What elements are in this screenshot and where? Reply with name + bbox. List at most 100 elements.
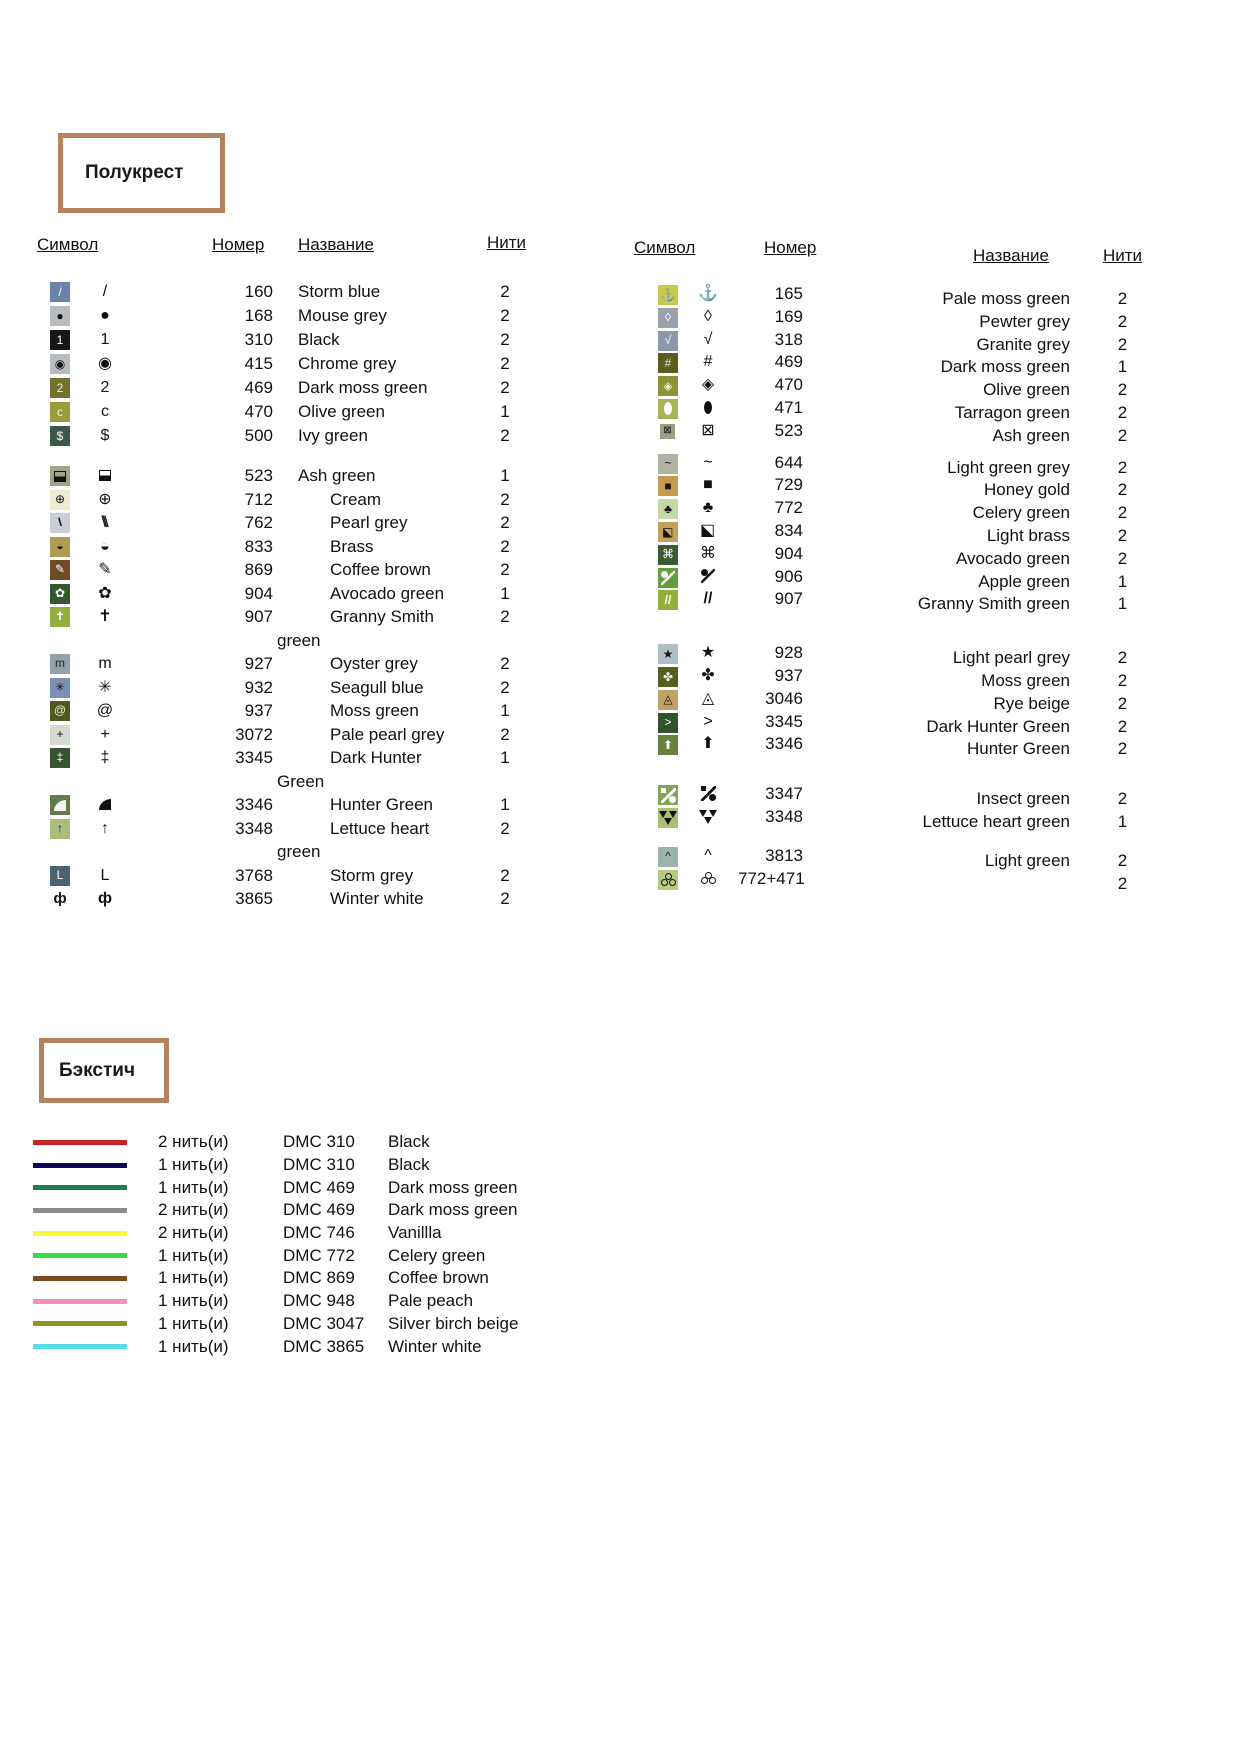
threads-value: 2 [1117, 648, 1128, 668]
command-icon: ⌘ [662, 547, 674, 562]
symbol-cell: ✿ [70, 582, 140, 606]
floss-number: 834 [774, 520, 803, 540]
vertical-ellipse-icon [664, 402, 672, 416]
backstitch-code: DMC 772 [283, 1245, 355, 1265]
floss-name: Cream [330, 489, 382, 509]
backstitch-name: Dark moss green [388, 1200, 518, 1220]
legend-row: ✤ ✤ 937 Moss green 2 [658, 665, 1175, 690]
floss-name-cell: Winter white [273, 887, 475, 911]
floss-name: Lettuce heart [330, 818, 430, 838]
floss-name-cell: Pale moss green [803, 283, 1070, 308]
legend-row: ● ● 168 Mouse grey 2 [50, 304, 535, 328]
threads-value: 1 [1117, 357, 1128, 377]
backstitch-line-swatch [33, 1253, 127, 1259]
threads-cell: 2 [1070, 283, 1175, 308]
half-cross-right-table: ⚓ ⚓ 165 Pale moss green 2 ◊ ◊ 169 Pewter grey 2 √ √… [0, 283, 1175, 893]
vertical-ellipse-icon [704, 401, 712, 415]
floss-name-cell: Hunter Green [273, 793, 475, 817]
threads-value: 2 [1117, 402, 1128, 422]
threads-cell: 1 [1070, 588, 1175, 613]
floss-name: Ivy green [298, 426, 368, 445]
threads-value: 2 [500, 536, 510, 556]
threads-cell: 1 [475, 400, 535, 424]
symbol-cell: ■ [678, 474, 738, 497]
threads-value: 1 [1117, 811, 1128, 831]
backstitch-name: Pale peach [388, 1291, 474, 1311]
three-triangles-icon [699, 809, 717, 824]
legend-row: ♣ ♣ 772 Celery green 2 [658, 497, 1175, 522]
plus-icon: + [56, 726, 64, 741]
half-circle-icon: ◒ [100, 537, 110, 555]
symbol-cell: ⌘ [678, 543, 738, 566]
anchor-icon: ⚓ [660, 287, 676, 302]
backstitch-threads: 1 нить(и) [158, 1155, 229, 1175]
floss-number: 906 [774, 566, 803, 586]
symbol-cell: ✳ [70, 676, 140, 700]
floss-name-cell: Pearl grey [273, 511, 475, 535]
legend-row: ◉ ◉ 415 Chrome grey 2 [50, 352, 535, 376]
color-swatch: ■ [658, 476, 678, 497]
floss-number: 168 [244, 306, 273, 325]
floss-number: 644 [774, 452, 803, 472]
threads-value: 1 [500, 795, 510, 814]
dot-icon: ● [100, 307, 110, 324]
diamond-cross-icon: ◈ [701, 376, 715, 394]
symbol-cell: ● [70, 304, 140, 328]
threads-value: 2 [500, 818, 510, 838]
legend-row: ⊕ ⊕ 712 Cream 2 [50, 488, 535, 512]
threads-value: 2 [1117, 425, 1128, 445]
backstitch-line-swatch [33, 1230, 127, 1236]
cross-icon: ✝ [54, 609, 66, 624]
color-swatch: ◉ [50, 354, 70, 374]
floss-name: Pewter grey [979, 311, 1070, 331]
floss-name: Dark Hunter Green [926, 716, 1070, 736]
hash-icon: # [703, 353, 713, 371]
threads-cell: 2 [1070, 845, 1175, 870]
dot-icon: ● [56, 309, 64, 323]
threads-cell: 1 [475, 699, 535, 723]
legend-row: √ √ 318 Granite grey 2 [658, 329, 1175, 354]
backstitch-line-swatch [33, 1162, 127, 1168]
floss-number: 523 [774, 420, 803, 440]
backstitch-threads: 1 нить(и) [158, 1177, 229, 1197]
color-swatch [658, 398, 678, 419]
backstitch-row: 2 нить(и) DMC 469 Dark moss green [33, 1199, 708, 1222]
backstitch-threads: 1 нить(и) [158, 1291, 229, 1311]
threads-cell: 2 [1070, 452, 1175, 477]
legend-row: ~ ~644 Light green grey 2 [658, 452, 1175, 477]
left-header-number: Номер [212, 235, 265, 254]
legend-row: c c 470 Olive green 1 [50, 400, 535, 424]
floss-name: Chrome grey [298, 354, 397, 373]
legend-row: m m 927 Oyster grey 2 [50, 652, 535, 676]
threads-cell: 2 [1070, 520, 1175, 545]
floss-name: Dark Hunter [330, 748, 422, 767]
threads-cell: 2 [475, 723, 535, 747]
star-icon: ★ [700, 644, 716, 662]
floss-name: Light brass [986, 525, 1070, 545]
digit-1-icon: 1 [100, 331, 110, 348]
floss-name: Lettuce heart green [922, 811, 1070, 831]
floss-number: 729 [774, 475, 803, 495]
symbol-cell [678, 566, 738, 589]
symbol-cell: \\\ [70, 511, 140, 535]
backstitch-row: 1 нить(и) DMC 3865 Winter white [33, 1335, 708, 1358]
color-swatch: 2 [50, 378, 70, 398]
club-icon: ♣ [664, 501, 672, 516]
symbol-cell: ✝ [70, 605, 140, 652]
floss-name: Insect green [976, 789, 1070, 809]
floss-name: Winter white [330, 889, 424, 908]
floss-name: Hunter Green [330, 795, 433, 814]
threads-value: 2 [1117, 525, 1128, 545]
color-swatch: ‡ [50, 748, 70, 768]
floss-name: Light green grey [947, 457, 1070, 477]
backstitch-code: DMC 469 [283, 1200, 355, 1220]
floss-name-cell: Avocado green [803, 543, 1070, 568]
threads-cell: 2 [1070, 543, 1175, 568]
floss-name-cell: Mouse grey [273, 304, 475, 328]
floss-name-cell: Lettuce heart green [803, 806, 1070, 831]
threads-value: 1 [500, 701, 510, 720]
floss-number: 932 [244, 677, 273, 697]
floss-name: Light green [984, 850, 1070, 870]
symbol-cell: ⊠ [678, 420, 738, 443]
legend-row: + +3072 Pale pearl grey 2 [50, 723, 535, 747]
